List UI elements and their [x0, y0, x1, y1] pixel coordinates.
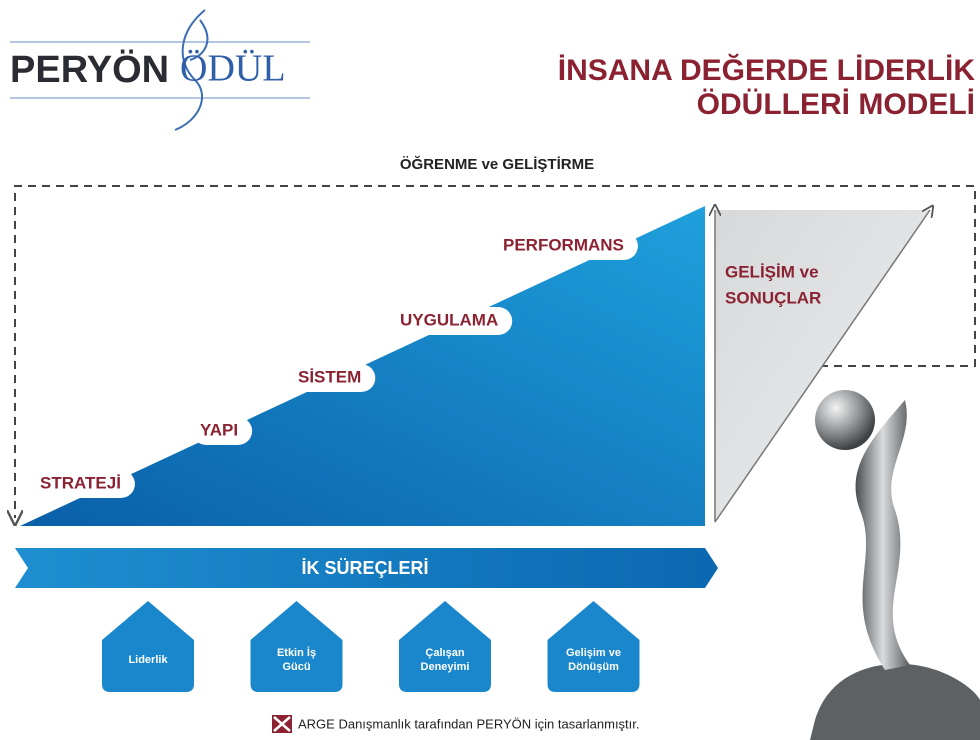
process-label: Deneyimi [421, 661, 470, 673]
title-line: ÖDÜLLERİ MODELİ [697, 88, 975, 121]
step-label: STRATEJİ [40, 473, 121, 492]
step-label: SİSTEM [298, 367, 361, 386]
step-label: PERFORMANS [503, 235, 624, 254]
logo-right: ÖDÜL [180, 48, 286, 90]
process-label: Çalışan [425, 647, 464, 659]
process-label: Dönüşüm [568, 661, 619, 673]
trophy-base [810, 664, 980, 740]
results-label: SONUÇLAR [725, 288, 821, 307]
logo-left: PERYÖN [10, 48, 169, 91]
title-line: İNSANA DEĞERDE LİDERLİK [558, 53, 976, 87]
process-label: Gelişim ve [566, 647, 621, 659]
results-label: GELİŞİM ve [725, 262, 819, 281]
step-label: YAPI [200, 420, 238, 439]
process-label: Liderlik [128, 654, 168, 666]
logo: PERYÖN ÖDÜL [10, 10, 310, 130]
footer-icon [272, 715, 292, 733]
processes: Liderlik Etkin İş Gücü Çalışan Deneyimi Geliş… [102, 601, 640, 692]
step-label: UYGULAMA [400, 310, 498, 329]
trophy [810, 390, 980, 740]
trophy-ball [815, 390, 875, 450]
page: PERYÖN ÖDÜL İNSANA DEĞERDE LİDERLİK ÖDÜL… [0, 0, 980, 740]
process-shape [102, 601, 194, 692]
process-label: Etkin İş [277, 646, 316, 659]
footer-text: ARGE Danışmanlık tarafından PERYÖN için … [298, 716, 640, 731]
loop-label: ÖĞRENME ve GELİŞTİRME [400, 155, 594, 173]
process-label: Gücü [282, 661, 310, 673]
process-bar-label: İK SÜREÇLERİ [301, 558, 428, 578]
